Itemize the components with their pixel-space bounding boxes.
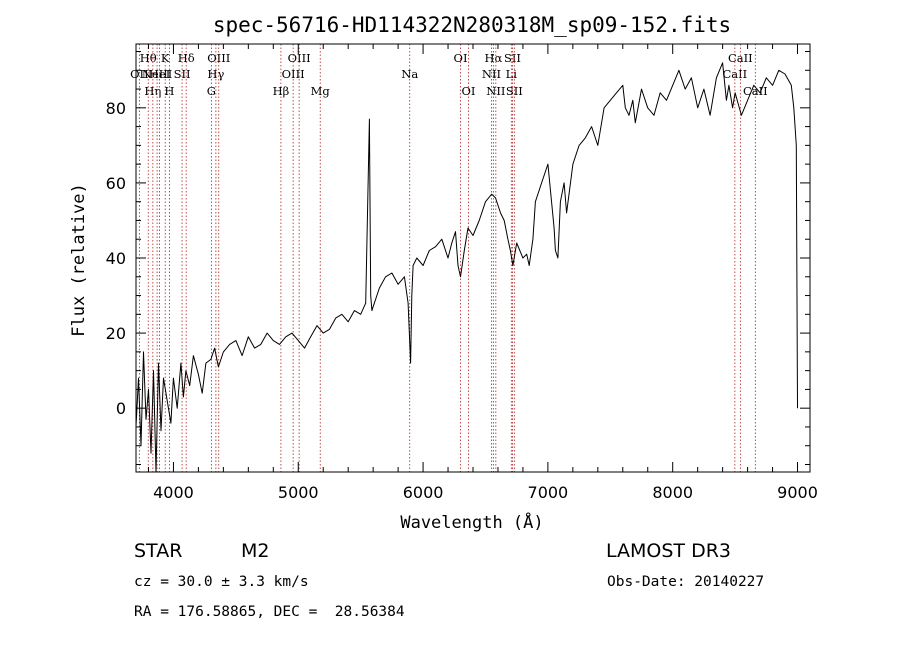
- line-marker-label-14: OIII: [288, 51, 311, 65]
- line-marker-label-0: OII: [130, 67, 149, 81]
- x-tick-label-3: 7000: [528, 483, 569, 502]
- y-tick-label-4: 80: [106, 99, 126, 118]
- line-marker-label-11: OIII: [207, 51, 230, 65]
- spectrum-layer: [135, 62, 798, 473]
- line-marker-label-25: CaII: [722, 67, 747, 81]
- line-marker-label-12: Hβ: [273, 84, 290, 98]
- line-marker-label-8: Hδ: [178, 51, 195, 65]
- x-tick-label-5: 9000: [777, 483, 818, 502]
- object-class: STAR: [134, 540, 183, 562]
- line-marker-label-1: Hθ: [140, 51, 157, 65]
- object-subclass: M2: [241, 540, 270, 562]
- line-marker-label-18: OI: [462, 84, 476, 98]
- redshift-value: cz = 30.0 ± 3.3 km/s: [134, 574, 309, 590]
- survey-name: LAMOST DR3: [606, 540, 731, 562]
- line-marker-label-22: Li: [506, 67, 518, 81]
- y-tick-label-1: 20: [106, 324, 126, 343]
- line-marker-label-7: SII: [174, 67, 191, 81]
- x-tick-label-4: 8000: [652, 483, 693, 502]
- line-marker-label-20: Hα: [484, 51, 502, 65]
- coordinates: RA = 176.58865, DEC = 28.56384: [134, 604, 405, 620]
- obs-date: Obs-Date: 20140227: [607, 574, 765, 590]
- line-marker-label-27: CaII: [743, 84, 768, 98]
- y-axis-label: Flux (relative): [69, 183, 89, 337]
- y-tick-label-3: 60: [106, 174, 126, 193]
- x-tick-label-1: 5000: [278, 483, 319, 502]
- y-tick-label-0: 0: [116, 399, 126, 418]
- x-tick-label-0: 4000: [153, 483, 194, 502]
- series-spectrum-line: [135, 62, 798, 473]
- line-marker-label-3: NeIII: [142, 67, 173, 81]
- line-marker-label-26: CaII: [728, 51, 753, 65]
- line-marker-label-10: Hγ: [207, 67, 224, 81]
- line-marker-label-24: SII: [506, 84, 523, 98]
- line-marker-label-15: Mg: [311, 84, 331, 98]
- y-tick-label-2: 40: [106, 249, 126, 268]
- line-marker-label-4: HeI: [149, 67, 170, 81]
- x-axis-label: Wavelength (Å): [400, 511, 543, 533]
- chart-title: spec-56716-HD114322N280318M_sp09-152.fit…: [213, 13, 731, 37]
- tick-layer: 4000 5000 6000 7000 8000 9000 0 20 40 60 80: [106, 44, 818, 502]
- line-marker-label-9: G: [207, 84, 216, 98]
- line-marker-label-21: NII: [486, 84, 505, 98]
- line-marker-label-5: K: [161, 51, 170, 65]
- spectrum-chart: spec-56716-HD114322N280318M_sp09-152.fit…: [69, 13, 818, 533]
- line-marker-label-16: Na: [401, 67, 418, 81]
- line-marker-label-13: OIII: [282, 67, 305, 81]
- line-marker-label-17: OI: [454, 51, 468, 65]
- line-marker-label-2: Hη: [144, 84, 161, 98]
- line-marker-label-19: NII: [482, 67, 501, 81]
- line-marker-label-23: SII: [504, 51, 521, 65]
- line-marker-layer: OIIHθHηNeIIIHeIKHSIIHδGHγOIIIHβOIIIOIIIM…: [130, 44, 768, 472]
- line-marker-label-6: H: [164, 84, 174, 98]
- x-tick-label-2: 6000: [403, 483, 444, 502]
